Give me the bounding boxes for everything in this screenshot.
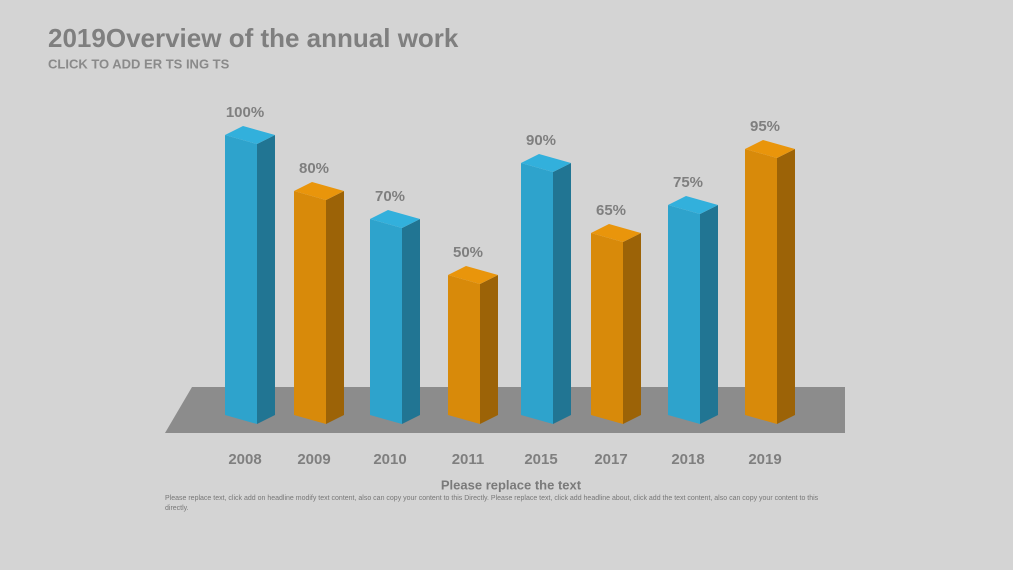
bar-top xyxy=(370,210,420,228)
bar-side xyxy=(777,149,795,424)
x-tick-label: 2017 xyxy=(594,451,627,468)
x-tick-label: 2009 xyxy=(297,451,330,468)
value-label: 50% xyxy=(453,244,483,261)
value-label: 95% xyxy=(750,118,780,135)
bar-front xyxy=(294,191,326,424)
bar-front xyxy=(370,219,402,424)
bar-side xyxy=(402,219,420,424)
bar-front xyxy=(521,163,553,424)
value-label: 80% xyxy=(299,160,329,177)
chart-title: 2019Overview of the annual work xyxy=(48,23,459,53)
bar-side xyxy=(553,163,571,424)
chart-subtitle: CLICK TO ADD ER TS ING TS xyxy=(48,56,230,71)
bar xyxy=(448,266,498,424)
value-label: 70% xyxy=(375,188,405,205)
bar-side xyxy=(700,205,718,424)
bar-top xyxy=(225,126,275,144)
bar-front xyxy=(745,149,777,424)
value-label: 75% xyxy=(673,174,703,191)
bar-top xyxy=(521,154,571,172)
x-tick-label: 2008 xyxy=(228,451,261,468)
bar xyxy=(370,210,420,424)
bar-top xyxy=(294,182,344,200)
footer-title: Please replace the text xyxy=(441,477,582,492)
x-tick-label: 2010 xyxy=(373,451,406,468)
footer-text: Please replace text, click add on headli… xyxy=(165,495,819,512)
x-tick-label: 2019 xyxy=(748,451,781,468)
bar-side xyxy=(623,233,641,424)
bar-top xyxy=(745,140,795,158)
value-label: 100% xyxy=(226,104,264,121)
bar-front xyxy=(591,233,623,424)
value-label: 65% xyxy=(596,202,626,219)
bar-top xyxy=(448,266,498,284)
x-tick-label: 2011 xyxy=(452,451,485,468)
bar-side xyxy=(480,275,498,424)
bar xyxy=(745,140,795,424)
x-tick-label: 2018 xyxy=(671,451,704,468)
bar xyxy=(591,224,641,424)
bar-front xyxy=(668,205,700,424)
bar-side xyxy=(326,191,344,424)
bar xyxy=(668,196,718,424)
bar-front xyxy=(448,275,480,424)
bar-side xyxy=(257,135,275,424)
bar-top xyxy=(591,224,641,242)
bar xyxy=(521,154,571,424)
bar-top xyxy=(668,196,718,214)
x-tick-label: 2015 xyxy=(524,451,557,468)
bar-front xyxy=(225,135,257,424)
value-label: 90% xyxy=(526,132,556,149)
bar xyxy=(294,182,344,424)
bar xyxy=(225,126,275,424)
